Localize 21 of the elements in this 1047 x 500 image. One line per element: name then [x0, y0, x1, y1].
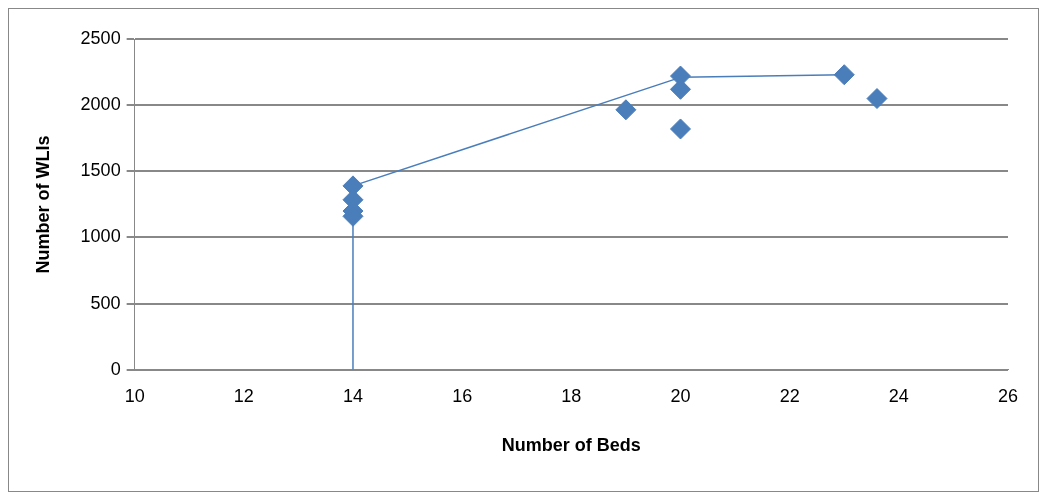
x-tick-label: 10: [124, 385, 145, 406]
point: [669, 118, 691, 140]
x-tick-label: 20: [670, 385, 691, 406]
y-tick-label: 1000: [80, 226, 121, 247]
y-tick-label: 0: [110, 358, 121, 379]
point: [866, 88, 888, 110]
point: [615, 99, 637, 121]
x-tick-label: 18: [561, 385, 582, 406]
y-tick-label: 500: [90, 292, 121, 313]
x-tick-label: 14: [342, 385, 363, 406]
x-tick-label: 16: [452, 385, 473, 406]
x-tick-label: 22: [779, 385, 800, 406]
x-tick-label: 12: [233, 385, 254, 406]
x-tick-label: 24: [888, 385, 909, 406]
y-axis-title: Number of WLIs: [32, 135, 53, 274]
y-tick-label: 1500: [80, 160, 121, 181]
y-tick-label: 2000: [80, 94, 121, 115]
y-tick-label: 2500: [80, 27, 121, 48]
point: [833, 64, 855, 86]
x-tick-label: 26: [997, 385, 1019, 406]
x-axis-title: Number of Beds: [501, 435, 641, 456]
